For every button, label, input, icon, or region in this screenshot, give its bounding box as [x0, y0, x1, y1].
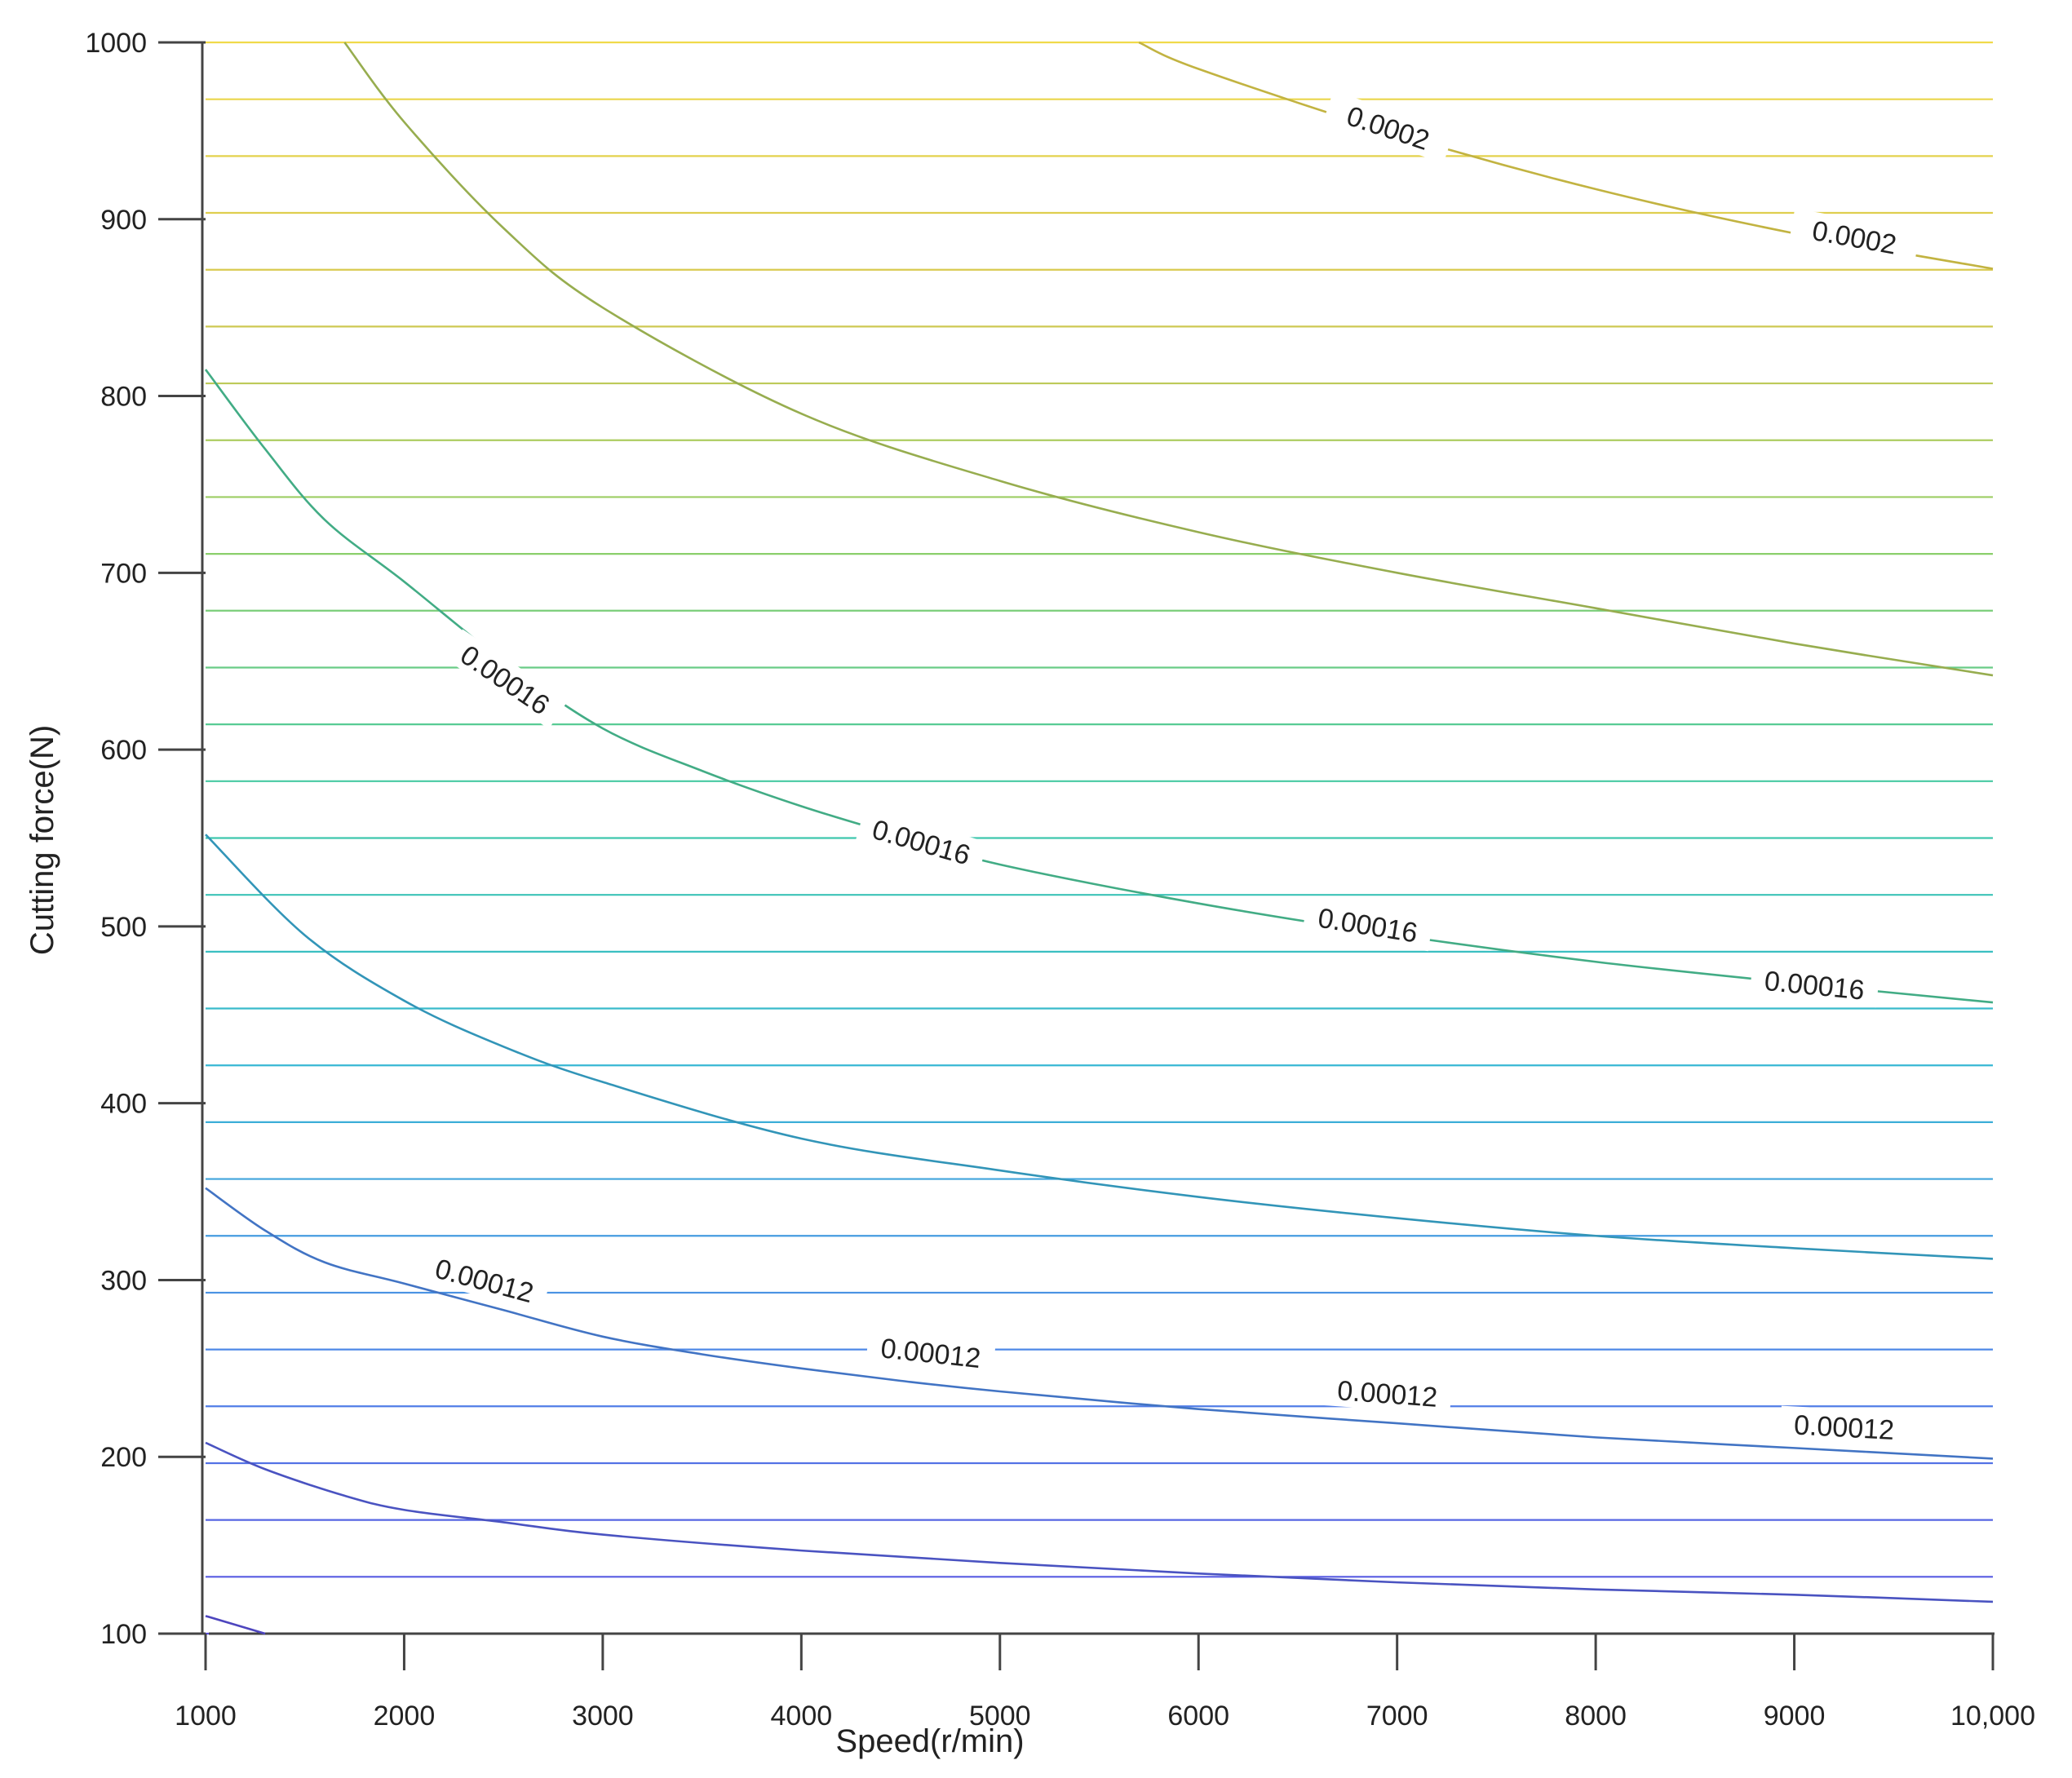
- x-tick-label: 5000: [969, 1701, 1031, 1732]
- y-tick-label: 200: [100, 1442, 147, 1473]
- x-tick-label: 9000: [1764, 1701, 1826, 1732]
- contour-label-bg: [1322, 91, 1454, 163]
- contour-label-bg: [866, 1328, 996, 1376]
- contour-line: [205, 834, 1994, 1260]
- axes: [201, 42, 1995, 1635]
- x-tick-label: 4000: [771, 1701, 833, 1732]
- y-tick-label: 600: [100, 735, 147, 766]
- x-tick-label: 6000: [1167, 1701, 1229, 1732]
- contour-label: 0.00016: [869, 814, 974, 871]
- contour-line: [343, 42, 1994, 677]
- contour-labels: 0.00020.00020.000160.000160.000160.00016…: [418, 91, 1920, 1447]
- y-tick-label: 500: [100, 912, 147, 943]
- x-tick-label: 3000: [572, 1701, 634, 1732]
- contour-line: [205, 1441, 1994, 1603]
- contour-label: 0.0002: [1810, 215, 1899, 261]
- y-tick-label: 400: [100, 1089, 147, 1120]
- contour-label: 0.00012: [1793, 1409, 1895, 1446]
- contour-label-bg: [443, 629, 569, 729]
- contour-label: 0.00016: [1316, 903, 1419, 949]
- y-tick-label: 700: [100, 558, 147, 589]
- contour-label-bg: [856, 807, 988, 875]
- contour-label-bg: [1749, 961, 1880, 1008]
- x-tick-label: 1000: [175, 1701, 237, 1732]
- x-axis-label: Speed(r/min): [835, 1723, 1024, 1759]
- y-tick-label: 900: [100, 205, 147, 236]
- y-tick-label: 1000: [85, 28, 147, 59]
- surface-mesh: [204, 41, 1995, 1635]
- y-axis-label: Cutting force(N): [24, 725, 60, 955]
- x-tick-label: 8000: [1565, 1701, 1627, 1732]
- contour-label-bg: [1788, 208, 1920, 265]
- contour-label: 0.00016: [454, 639, 555, 721]
- contour-line: [205, 1615, 266, 1635]
- contour-label-bg: [1322, 1371, 1453, 1415]
- contour-label: 0.00012: [432, 1254, 537, 1309]
- x-tick-label: 10,000: [1950, 1701, 2035, 1732]
- x-tick-label: 2000: [374, 1701, 436, 1732]
- contour-label: 0.00012: [1336, 1375, 1438, 1413]
- contour-label-bg: [1779, 1405, 1909, 1447]
- contour-label-bg: [1302, 897, 1434, 952]
- y-tick-label: 800: [100, 382, 147, 413]
- contour-label-bg: [418, 1246, 551, 1313]
- y-tick-label: 100: [100, 1619, 147, 1650]
- x-tick-label: 7000: [1366, 1701, 1428, 1732]
- y-tick-label: 300: [100, 1265, 147, 1296]
- ticks: 1000 2000 3000 4000 5000 6000 7000 8000 9000 10,0…: [85, 28, 2035, 1732]
- contour-line: [205, 1187, 1994, 1460]
